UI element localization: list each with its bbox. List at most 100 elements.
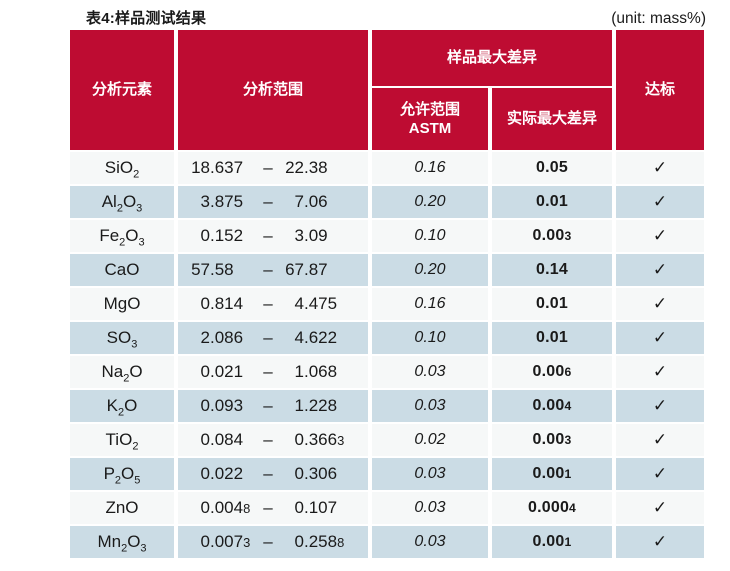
range-cell: 0.0073–0.2588 [178, 526, 368, 558]
element-cell: Mn2O3 [70, 526, 174, 558]
range-cell: 0.022–0.306 [178, 458, 368, 490]
check-icon: ✓ [652, 158, 668, 177]
pass-check-cell: ✓ [616, 526, 705, 558]
element-cell: SiO2 [70, 152, 174, 184]
range-cell: 18.637–22.38 [178, 152, 368, 184]
pass-check-cell: ✓ [616, 322, 705, 354]
range-dash: – [263, 498, 273, 517]
check-icon: ✓ [652, 328, 668, 347]
table-row: SiO2 18.637–22.38 0.16 0.05 ✓ [70, 152, 705, 184]
element-cell: P2O5 [70, 458, 174, 490]
element-cell: SO3 [70, 322, 174, 354]
element-cell: MgO [70, 288, 174, 320]
actual-diff-cell: 0.001 [492, 458, 613, 490]
pass-check-cell: ✓ [616, 390, 705, 422]
actual-diff-cell: 0.003 [492, 220, 613, 252]
astm-allowed-cell: 0.03 [372, 356, 488, 388]
range-cell: 57.58–67.87 [178, 254, 368, 286]
element-cell: Na2O [70, 356, 174, 388]
allowed-line2: ASTM [408, 120, 452, 137]
astm-allowed-cell: 0.20 [372, 186, 488, 218]
check-icon: ✓ [652, 260, 668, 279]
col-header-allowed-astm: 允许范围 ASTM [372, 88, 488, 150]
pass-check-cell: ✓ [616, 356, 705, 388]
col-header-range: 分析范围 [178, 30, 368, 150]
astm-allowed-cell: 0.03 [372, 526, 488, 558]
range-dash: – [263, 464, 273, 483]
col-header-max-diff-group: 样品最大差异 [372, 30, 613, 86]
range-dash: – [263, 294, 273, 313]
col-header-actual: 实际最大差异 [492, 88, 613, 150]
range-dash: – [263, 396, 273, 415]
actual-diff-cell: 0.0004 [492, 492, 613, 524]
range-cell: 0.021–1.068 [178, 356, 368, 388]
check-icon: ✓ [652, 430, 668, 449]
check-icon: ✓ [652, 192, 668, 211]
range-cell: 3.875–7.06 [178, 186, 368, 218]
range-dash: – [263, 158, 273, 177]
check-icon: ✓ [652, 498, 668, 517]
allowed-line1: 允许范围 [399, 100, 460, 118]
pass-check-cell: ✓ [616, 152, 705, 184]
col-header-pass: 达标 [616, 30, 705, 150]
check-icon: ✓ [652, 226, 668, 245]
range-cell: 0.084–0.3663 [178, 424, 368, 456]
results-table: 分析元素 分析范围 样品最大差异 达标 允许范围 ASTM 实际最大差异 SiO2… [66, 28, 708, 560]
table-title: 表4:样品测试结果 [86, 10, 207, 27]
element-cell: Al2O3 [70, 186, 174, 218]
pass-check-cell: ✓ [616, 288, 705, 320]
actual-diff-cell: 0.004 [492, 390, 613, 422]
range-dash: – [263, 532, 273, 551]
range-cell: 0.0048–0.107 [178, 492, 368, 524]
caption-row: 表4:样品测试结果 (unit: mass%) [86, 6, 706, 28]
check-icon: ✓ [652, 396, 668, 415]
actual-diff-cell: 0.14 [492, 254, 613, 286]
range-cell: 0.152–3.09 [178, 220, 368, 252]
table-row: ZnO 0.0048–0.107 0.03 0.0004 ✓ [70, 492, 705, 524]
range-dash: – [263, 192, 273, 211]
table-header: 分析元素 分析范围 样品最大差异 达标 允许范围 ASTM 实际最大差异 [70, 30, 705, 150]
astm-allowed-cell: 0.16 [372, 288, 488, 320]
table-row: CaO 57.58–67.87 0.20 0.14 ✓ [70, 254, 705, 286]
range-dash: – [263, 226, 273, 245]
pass-check-cell: ✓ [616, 492, 705, 524]
range-cell: 0.814–4.475 [178, 288, 368, 320]
check-icon: ✓ [652, 294, 668, 313]
range-dash: – [263, 430, 273, 449]
page: 表4:样品测试结果 (unit: mass%) 分析元素 分析范围 样品最大差异… [0, 6, 730, 571]
unit-label: (unit: mass%) [611, 10, 706, 27]
pass-check-cell: ✓ [616, 458, 705, 490]
table-row: TiO2 0.084–0.3663 0.02 0.003 ✓ [70, 424, 705, 456]
table-row: Mn2O3 0.0073–0.2588 0.03 0.001 ✓ [70, 526, 705, 558]
astm-allowed-cell: 0.03 [372, 390, 488, 422]
range-dash: – [263, 362, 273, 381]
check-icon: ✓ [652, 362, 668, 381]
table-row: K2O 0.093–1.228 0.03 0.004 ✓ [70, 390, 705, 422]
range-dash: – [263, 260, 273, 279]
astm-allowed-cell: 0.16 [372, 152, 488, 184]
table-row: MgO 0.814–4.475 0.16 0.01 ✓ [70, 288, 705, 320]
header-row-2: 允许范围 ASTM 实际最大差异 [70, 88, 704, 150]
actual-diff-cell: 0.01 [492, 322, 613, 354]
actual-diff-cell: 0.01 [492, 288, 613, 320]
pass-check-cell: ✓ [616, 186, 705, 218]
range-dash: – [263, 328, 273, 347]
table-row: Al2O3 3.875–7.06 0.20 0.01 ✓ [70, 186, 705, 218]
actual-diff-cell: 0.01 [492, 186, 613, 218]
check-icon: ✓ [652, 532, 668, 551]
astm-allowed-cell: 0.20 [372, 254, 488, 286]
table-row: Na2O 0.021–1.068 0.03 0.006 ✓ [70, 356, 705, 388]
check-icon: ✓ [652, 464, 668, 483]
astm-allowed-cell: 0.10 [372, 322, 488, 354]
element-cell: K2O [70, 390, 174, 422]
range-cell: 0.093–1.228 [178, 390, 368, 422]
astm-allowed-cell: 0.03 [372, 458, 488, 490]
header-row-1: 分析元素 分析范围 样品最大差异 达标 [70, 30, 705, 150]
actual-diff-cell: 0.006 [492, 356, 613, 388]
actual-diff-cell: 0.05 [492, 152, 613, 184]
astm-allowed-cell: 0.03 [372, 492, 488, 524]
actual-diff-cell: 0.001 [492, 526, 613, 558]
range-cell: 2.086–4.622 [178, 322, 368, 354]
col-header-element: 分析元素 [70, 30, 174, 150]
astm-allowed-cell: 0.02 [372, 424, 488, 456]
